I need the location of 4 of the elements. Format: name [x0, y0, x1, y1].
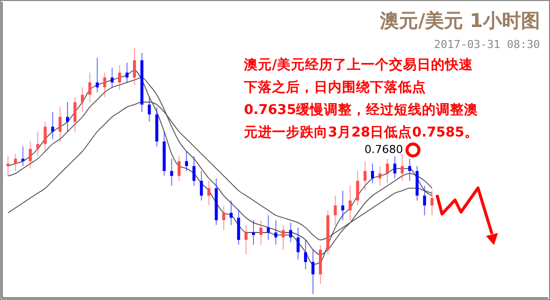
- annotation: 澳元/美元经历了上一个交易日的快速下落之后，日内围绕下落低点0.7635缓慢调整，经过短线的调整澳元进一步跌向3月28日低点0.7585。: [243, 56, 478, 140]
- text: 2017-03-31 08:30: [434, 38, 540, 51]
- annotation: 0.7680: [364, 143, 403, 156]
- chart-title: 澳元/美元 1小时图: [379, 10, 540, 32]
